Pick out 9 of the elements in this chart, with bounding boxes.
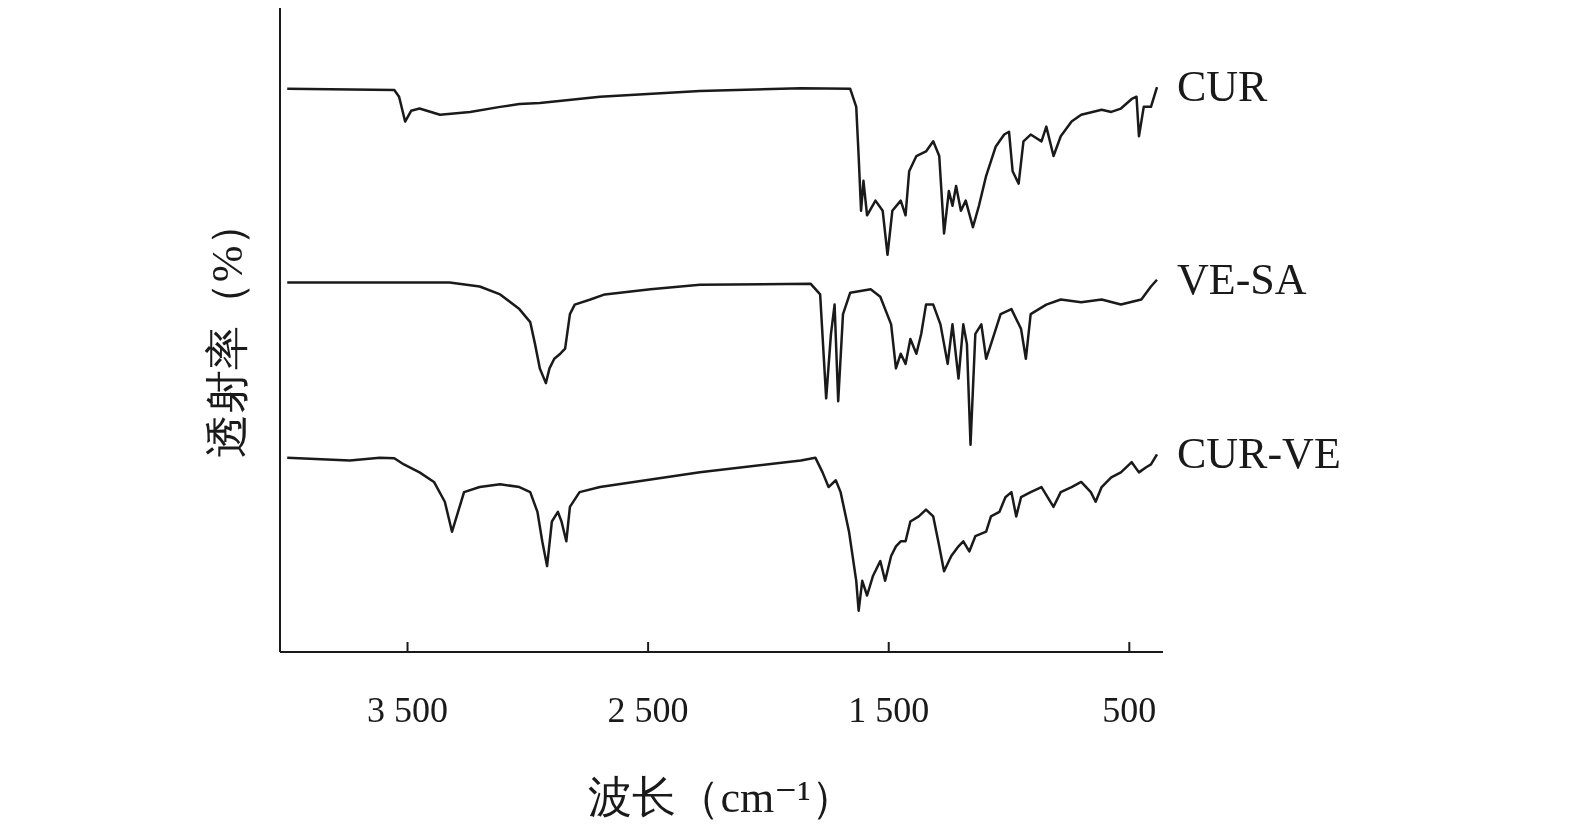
x-tick-label: 1 500: [848, 689, 930, 730]
x-tick-label: 500: [1102, 689, 1157, 730]
x-tick-label: 3 500: [367, 689, 449, 730]
x-axis-title: 波长（cm⁻¹）: [587, 772, 856, 824]
x-tick-label: 2 500: [607, 689, 689, 730]
series-label: CUR: [1176, 62, 1269, 112]
series-label: CUR-VE: [1176, 429, 1341, 479]
y-axis-title: 透射率（%）: [202, 200, 253, 461]
series-label: VE-SA: [1176, 254, 1307, 304]
